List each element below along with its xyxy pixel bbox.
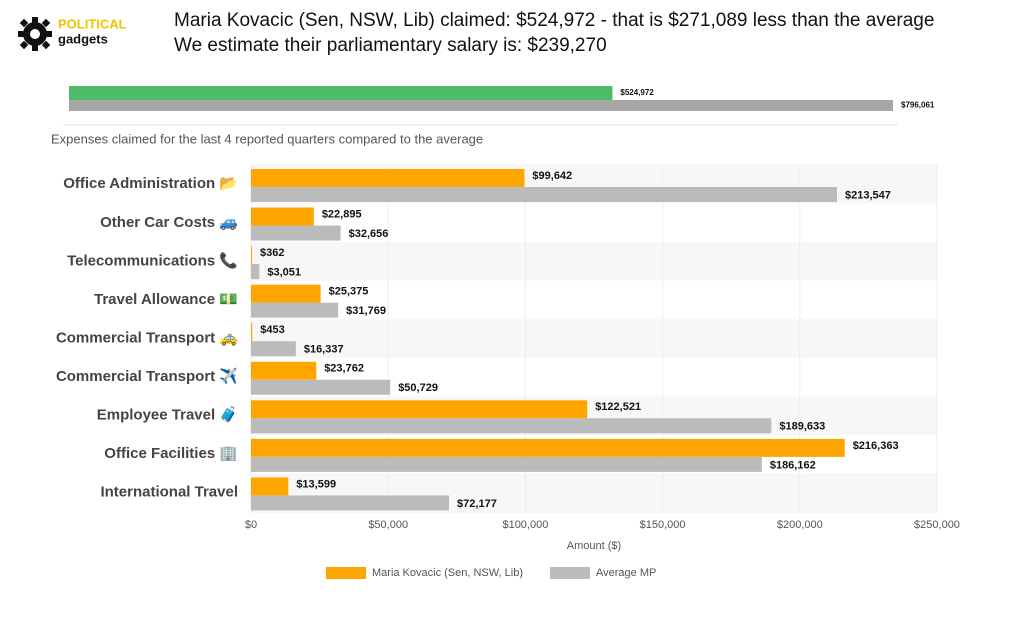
legend-swatch [550,567,590,579]
bar [69,100,893,111]
row-band [251,319,937,358]
bar [251,438,845,457]
x-tick-label: $50,000 [368,519,408,531]
bar [251,246,252,265]
bar [251,400,588,419]
value-label: $796,061 [901,101,935,110]
bar [69,86,613,100]
y-tick-label: Telecommunications 📞 [67,250,238,269]
x-axis-label: Amount ($) [567,540,621,552]
value-label: $122,521 [595,401,641,413]
x-tick-label: $200,000 [777,519,823,531]
value-label: $453 [260,324,284,336]
value-label: $189,633 [779,421,825,433]
value-label: $23,762 [324,363,364,375]
legend-label: Maria Kovacic (Sen, NSW, Lib) [372,567,523,579]
bar [251,495,450,511]
value-label: $22,895 [322,208,362,220]
value-label: $13,599 [296,478,336,490]
bar [251,477,289,496]
row-band [251,242,937,281]
y-tick-label: Commercial Transport 🚕 [56,329,238,346]
bar [251,284,321,303]
bar [251,264,260,280]
y-tick-label: Office Administration 📂 [63,175,238,192]
value-label: $99,642 [532,170,572,182]
bar [251,187,837,202]
y-tick-label: Employee Travel 🧳 [97,406,238,424]
x-tick-label: $0 [245,519,257,531]
bar [251,379,391,395]
bar [251,302,339,318]
x-tick-label: $150,000 [640,519,686,531]
value-label: $72,177 [457,498,497,510]
value-label: $16,337 [304,344,344,356]
bar [251,456,762,472]
chart-title: Expenses claimed for the last 4 reported… [51,131,483,146]
value-label: $216,363 [853,440,899,452]
value-label: $524,972 [620,88,654,97]
value-label: $32,656 [349,228,389,240]
y-tick-label: Commercial Transport ✈️ [56,366,238,385]
legend-swatch [326,567,366,579]
logo-icon [18,17,52,51]
y-tick-label: Travel Allowance 💵 [94,291,238,308]
header-line: Maria Kovacic (Sen, NSW, Lib) claimed: $… [174,10,934,31]
y-tick-label: Office Facilities 🏢 [104,445,238,462]
value-label: $362 [260,247,284,259]
value-label: $31,769 [346,305,386,317]
bar [251,323,253,342]
bar [251,225,341,241]
header-line: We estimate their parliamentary salary i… [174,35,607,56]
logo-top: POLITICAL [58,16,127,31]
y-tick-label: International Travel [100,484,238,501]
y-tick-label: Other Car Costs 🚙 [100,214,238,231]
value-label: $186,162 [770,459,816,471]
logo-bottom: gadgets [58,31,108,46]
bar [251,361,317,380]
x-tick-label: $250,000 [914,519,960,531]
bar [251,341,296,357]
legend-label: Average MP [596,567,656,579]
bar [251,207,314,226]
value-label: $25,375 [329,286,369,298]
bar [251,169,525,187]
value-label: $213,547 [845,189,891,201]
bar [251,418,772,434]
x-tick-label: $100,000 [502,519,548,531]
value-label: $50,729 [398,382,438,394]
value-label: $3,051 [267,267,301,279]
